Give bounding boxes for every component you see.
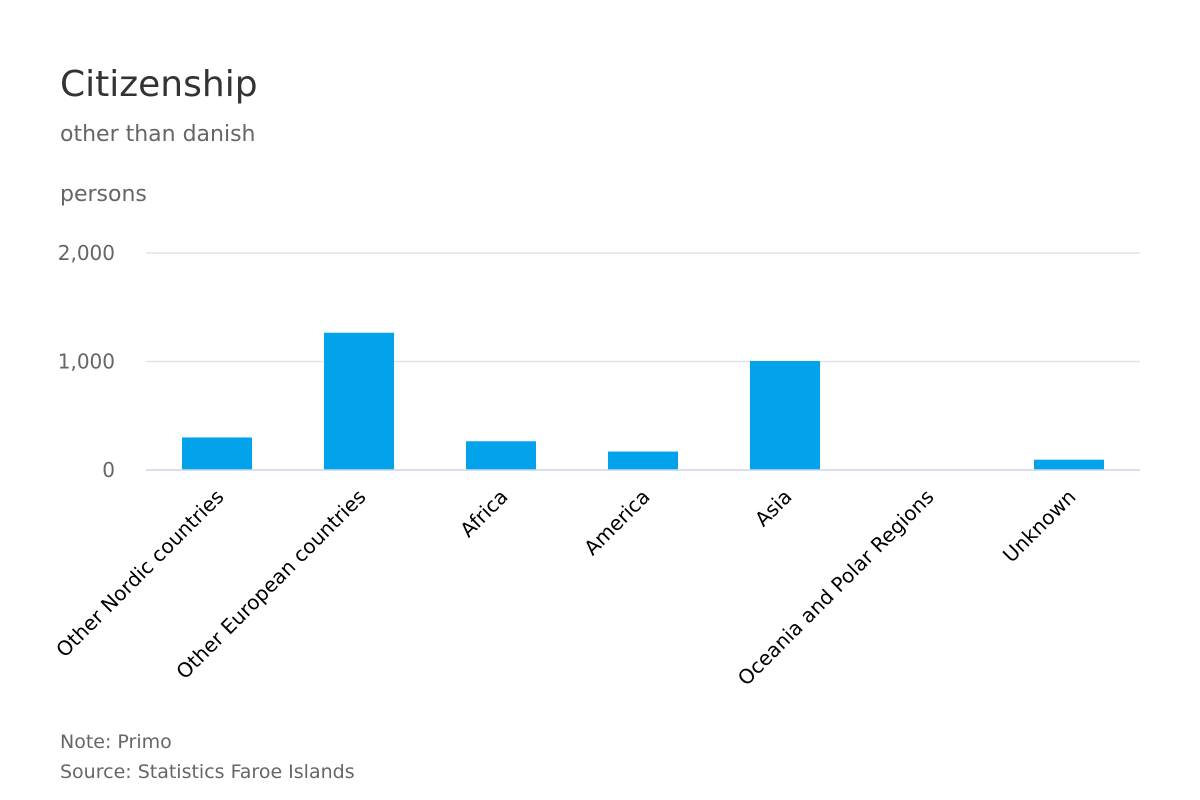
- bar-asia: [750, 360, 820, 470]
- y-tick-label: 0: [102, 458, 115, 482]
- y-tick-label: 1,000: [58, 350, 115, 374]
- bar-unknown: [1034, 459, 1104, 470]
- chart-subtitle: other than danish: [60, 122, 256, 147]
- bar-other-nordic-countries: [182, 437, 252, 470]
- chart-title: Citizenship: [60, 64, 258, 105]
- x-tick-label: Asia: [750, 485, 797, 532]
- y-axis-unit-label: persons: [60, 182, 147, 207]
- chart-source: Source: Statistics Faroe Islands: [60, 761, 355, 783]
- x-tick-label: Africa: [455, 485, 512, 542]
- y-tick-label: 2,000: [58, 241, 115, 265]
- x-tick-label: Unknown: [998, 485, 1081, 568]
- bar-other-european-countries: [324, 332, 394, 470]
- grid-lines: [146, 252, 1140, 363]
- bar-africa: [466, 441, 536, 470]
- bar-america: [608, 451, 678, 470]
- x-tick-label: America: [579, 485, 654, 560]
- bars: [182, 332, 1104, 470]
- y-axis-ticks: 0 1,000 2,000: [58, 241, 115, 482]
- chart-note: Note: Primo: [60, 731, 172, 753]
